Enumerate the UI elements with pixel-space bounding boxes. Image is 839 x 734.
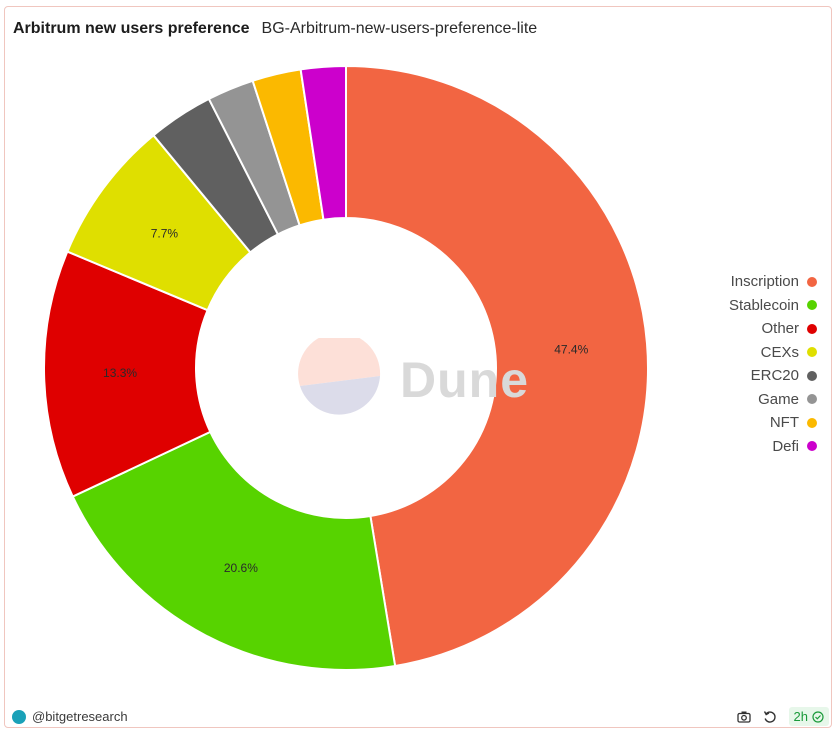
dune-logo-icon (298, 338, 381, 415)
legend-item-nft[interactable]: NFT (770, 413, 817, 433)
chart-legend: Inscription Stablecoin Other CEXs ERC20 Game N… (729, 272, 817, 456)
legend-label: Stablecoin (728, 296, 799, 314)
slice-defi[interactable] (299, 64, 347, 221)
legend-label: NFT (769, 414, 799, 432)
legend-label: Inscription (730, 273, 799, 291)
legend-label: Game (758, 390, 799, 408)
legend-label: Defi (772, 437, 799, 455)
refresh-status-badge[interactable]: 2h (788, 707, 829, 726)
slice-stablecoin[interactable] (71, 430, 397, 671)
author-link[interactable]: @bitgetresearch (12, 709, 128, 724)
data-label-inscription: 47.4% (554, 343, 588, 357)
legend-label: Other (761, 320, 799, 338)
chart-header: Arbitrum new users preference BG-Arbitru… (13, 20, 537, 38)
data-label-stablecoin: 20.6% (224, 561, 258, 575)
dune-watermark-text: Dune (400, 352, 529, 408)
data-label-cexs: 7.7% (151, 226, 179, 240)
legend-swatch (807, 394, 817, 405)
refresh-icon[interactable] (763, 710, 777, 724)
legend-item-cexs[interactable]: CEXs (761, 343, 817, 363)
data-label-other: 13.3% (103, 366, 137, 380)
legend-swatch (807, 300, 817, 311)
author-name: @bitgetresearch (32, 709, 128, 724)
legend-item-stablecoin[interactable]: Stablecoin (729, 296, 817, 316)
chart-title: Arbitrum new users preference (13, 20, 250, 37)
legend-label: ERC20 (750, 367, 799, 385)
refresh-label: 2h (793, 709, 808, 724)
legend-item-erc20[interactable]: ERC20 (751, 366, 817, 386)
legend-swatch (807, 276, 817, 287)
legend-swatch (807, 417, 817, 428)
legend-item-game[interactable]: Game (758, 390, 817, 410)
legend-swatch (807, 347, 817, 358)
check-circle-icon (812, 710, 824, 723)
dune-watermark: Dune (298, 338, 529, 422)
slice-other[interactable] (43, 250, 212, 498)
footer-actions: 2h (736, 707, 829, 726)
camera-icon[interactable] (736, 710, 751, 724)
slice-inscription[interactable] (345, 64, 649, 668)
query-name[interactable]: BG-Arbitrum-new-users-preference-lite (261, 20, 538, 37)
legend-swatch (807, 323, 817, 334)
legend-label: CEXs (760, 343, 799, 361)
legend-swatch (807, 370, 817, 381)
legend-item-inscription[interactable]: Inscription (731, 272, 817, 292)
legend-item-defi[interactable]: Defi (772, 437, 817, 457)
author-avatar (12, 709, 26, 724)
legend-swatch (807, 441, 817, 452)
legend-item-other[interactable]: Other (761, 319, 817, 339)
